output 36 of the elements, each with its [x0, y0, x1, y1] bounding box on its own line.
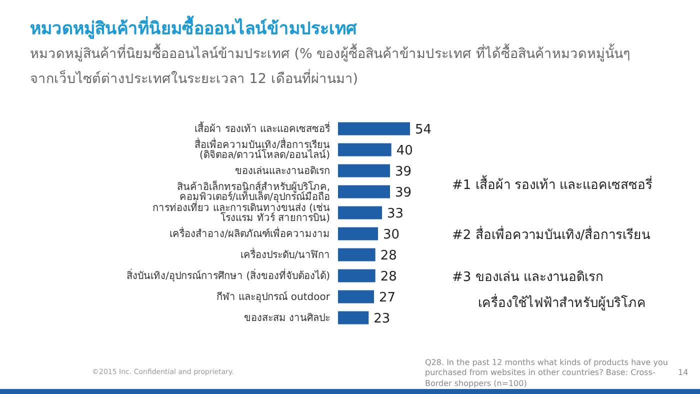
y-tick-label: กีฬา และอุปกรณ์ outdoor	[216, 291, 331, 304]
data-label: 39	[395, 185, 412, 200]
bar	[338, 248, 376, 262]
bar	[338, 227, 378, 240]
bar	[338, 143, 392, 156]
chart-subtitle: หมวดหมู่สินค้าที่นิยมซื้อออนไลน์ข้ามประเทศ (% ของผู้ซื้อสินค้าข้ามประเทศ ที่ได้ซื้อสินค้าหมวดหมู่นั้นๆ จากเว็บไซต์ต่างประเทศในระยะเวลา 12 เดือนที่ผ่านมา)	[30, 42, 630, 89]
data-label: 30	[383, 227, 400, 242]
bar	[338, 311, 369, 324]
text: #2 สื่อเพื่อความบันเทิง/สื่อการเรียน	[452, 228, 651, 245]
y-tick-label: สิ่งบันเทิง/อุปกรณ์การศึกษา (สิ่งของที่จับต้องได้)	[126, 268, 330, 282]
text: เครื่องใช้ไฟฟ้าสำหรับผู้บริโภค	[478, 296, 646, 313]
text: Q28. In the past 12 months what kinds of products have you purchased from websites in other countries? Base: Cross-Border shoppers (n=100)	[425, 358, 669, 390]
bar	[338, 269, 376, 282]
data-label: 27	[379, 290, 396, 306]
data-label: 28	[380, 248, 397, 264]
bar	[338, 185, 390, 198]
data-label: 54	[415, 122, 432, 138]
bar	[338, 290, 374, 304]
data-label: 40	[396, 143, 413, 158]
text: #3 ของเล่น และงานอดิเรก	[452, 270, 604, 287]
y-tick-label: ของสะสม งานศิลปะ	[244, 313, 330, 324]
y-tick-label: เครื่องสำอาง/ผลิตภัณฑ์เพื่อความงาม	[170, 226, 330, 240]
bar	[338, 164, 390, 178]
data-label: 33	[387, 206, 404, 222]
y-tick-label: เครื่องประดับ/นาฬิกา	[240, 247, 330, 262]
data-label: 23	[374, 311, 390, 326]
y-tick-label: เสื้อผ้า รองเท้า และแอคเซสซอรี่	[194, 121, 331, 136]
y-tick-label: สื่อเพื่อความบันเทิง/สื่อการเรียน (ดิจิตอล/ดาวน์โหลด/ออนไลน์)	[194, 137, 330, 162]
data-label: 39	[395, 164, 412, 180]
text: หมวดหมู่สินค้าที่นิยมซื้อออนไลน์ข้ามประเทศ	[30, 14, 357, 41]
bar	[338, 206, 382, 220]
bar	[338, 122, 410, 136]
data-label: 28	[380, 269, 397, 284]
y-tick-label: ของเล่นและงานอดิเรก	[235, 166, 330, 178]
y-tick-label: สินค้าอิเล็กทรอนิกส์สำหรับผู้บริโภค, คอมพิวเตอร์/แท็บเล็ต/อุปกรณ์มือถือ	[176, 179, 330, 204]
text: 14	[678, 368, 688, 378]
